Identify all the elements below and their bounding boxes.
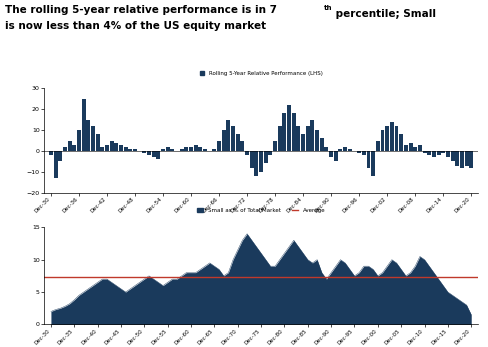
Bar: [96, 134, 100, 151]
Bar: [301, 134, 305, 151]
Bar: [166, 147, 170, 151]
Bar: [189, 147, 193, 151]
Bar: [296, 126, 301, 151]
Bar: [371, 151, 375, 176]
Bar: [245, 151, 249, 155]
Bar: [362, 151, 366, 155]
Bar: [339, 149, 343, 151]
Bar: [441, 151, 445, 153]
Bar: [212, 149, 216, 151]
Bar: [450, 151, 454, 161]
Bar: [114, 143, 118, 151]
Bar: [147, 151, 151, 155]
Bar: [259, 151, 263, 172]
Bar: [455, 151, 459, 166]
Bar: [460, 151, 464, 168]
Bar: [156, 151, 161, 159]
Text: The rolling 5-year relative performance is in 7: The rolling 5-year relative performance …: [5, 5, 277, 15]
Bar: [292, 113, 296, 151]
Bar: [329, 151, 333, 157]
Bar: [376, 141, 380, 151]
Bar: [241, 141, 244, 151]
Bar: [142, 151, 146, 153]
Bar: [184, 147, 188, 151]
Bar: [133, 149, 137, 151]
Bar: [381, 130, 385, 151]
Bar: [250, 151, 254, 168]
Bar: [68, 141, 72, 151]
Bar: [427, 151, 431, 155]
Bar: [399, 134, 403, 151]
Bar: [310, 120, 314, 151]
Bar: [268, 151, 272, 155]
Bar: [170, 149, 174, 151]
Bar: [404, 145, 408, 151]
Bar: [432, 151, 436, 157]
Bar: [423, 151, 427, 153]
Text: percentile; Small: percentile; Small: [332, 9, 436, 19]
Bar: [123, 147, 128, 151]
Bar: [306, 126, 310, 151]
Bar: [408, 143, 412, 151]
Bar: [101, 147, 104, 151]
Bar: [226, 120, 230, 151]
Bar: [194, 145, 198, 151]
Bar: [86, 120, 90, 151]
Bar: [390, 122, 394, 151]
Bar: [236, 134, 240, 151]
Bar: [446, 151, 450, 157]
Bar: [343, 147, 347, 151]
Bar: [469, 151, 473, 168]
Bar: [110, 141, 114, 151]
Bar: [105, 145, 109, 151]
Bar: [315, 130, 319, 151]
Bar: [366, 151, 370, 168]
Bar: [264, 151, 268, 163]
Bar: [203, 149, 207, 151]
Bar: [254, 151, 258, 176]
Bar: [357, 151, 361, 153]
Bar: [199, 147, 203, 151]
Bar: [418, 145, 422, 151]
Bar: [63, 147, 67, 151]
Bar: [287, 105, 291, 151]
Bar: [320, 138, 324, 151]
Bar: [119, 145, 123, 151]
Bar: [394, 126, 399, 151]
Bar: [128, 149, 132, 151]
Bar: [334, 151, 338, 161]
Bar: [437, 151, 441, 155]
Bar: [278, 126, 282, 151]
Bar: [465, 151, 468, 166]
Bar: [348, 149, 352, 151]
Bar: [54, 151, 58, 178]
Bar: [49, 151, 53, 155]
Bar: [152, 151, 156, 157]
Bar: [217, 141, 221, 151]
Bar: [72, 145, 76, 151]
Text: is now less than 4% of the US equity market: is now less than 4% of the US equity mar…: [5, 21, 266, 31]
Bar: [325, 147, 328, 151]
Legend: Rolling 5-Year Relative Performance (LHS): Rolling 5-Year Relative Performance (LHS…: [198, 68, 325, 78]
Bar: [77, 130, 81, 151]
Bar: [385, 126, 389, 151]
Bar: [283, 113, 286, 151]
Text: th: th: [324, 5, 332, 11]
Bar: [180, 149, 183, 151]
Legend: Small as % of Total Market, Average: Small as % of Total Market, Average: [194, 206, 328, 215]
Bar: [58, 151, 62, 161]
Bar: [161, 149, 165, 151]
Bar: [413, 147, 417, 151]
Bar: [81, 99, 85, 151]
Bar: [91, 126, 95, 151]
Bar: [222, 130, 226, 151]
Bar: [273, 141, 277, 151]
Bar: [231, 126, 235, 151]
